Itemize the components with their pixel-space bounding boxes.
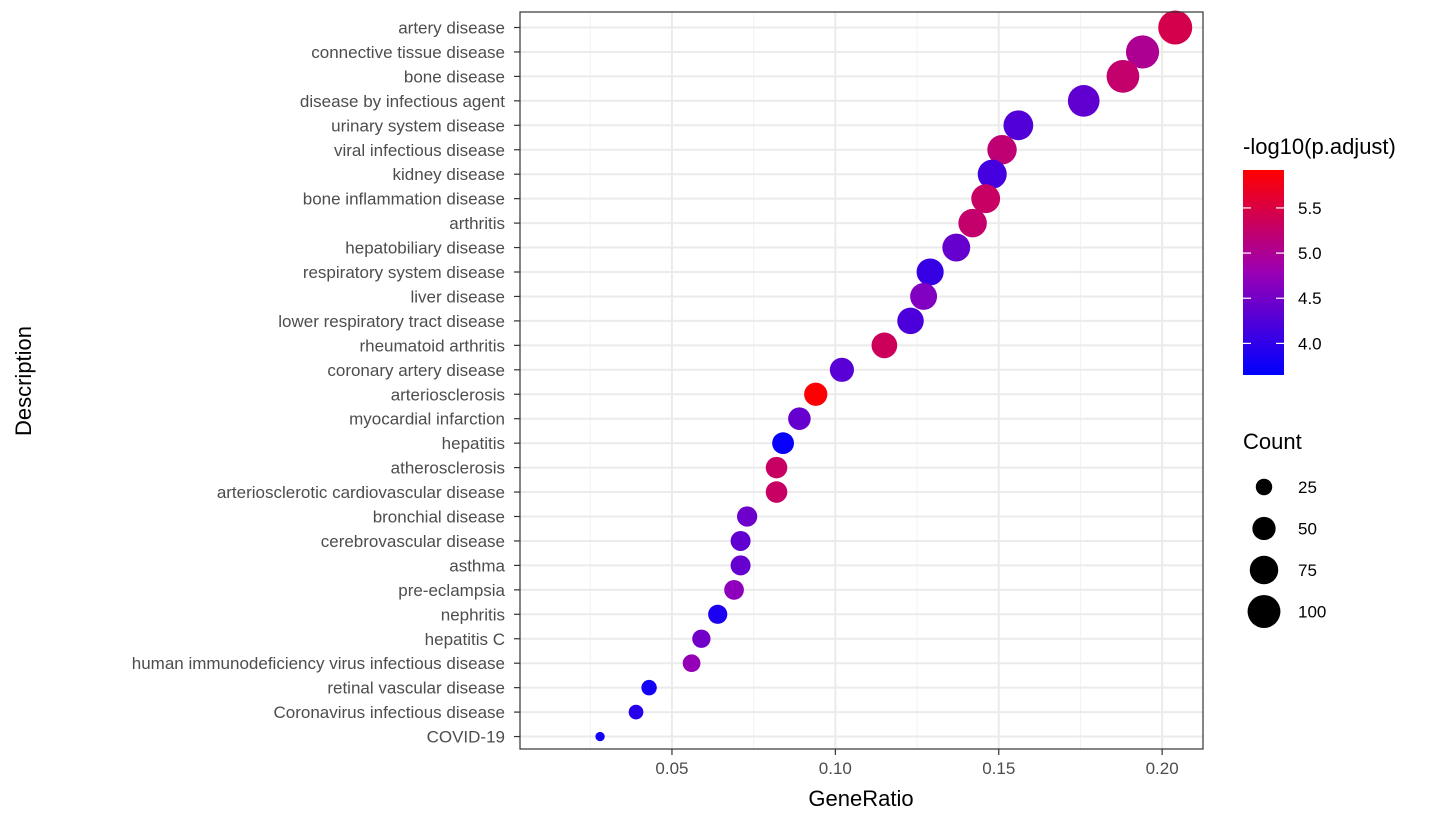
data-point [1067, 84, 1100, 117]
size-legend-label: 25 [1298, 478, 1317, 497]
y-tick-label: bone disease [404, 67, 505, 86]
y-tick-label: kidney disease [393, 165, 505, 184]
data-point [788, 407, 811, 430]
y-tick-label: rheumatoid arthritis [359, 336, 505, 355]
color-legend-title: -log10(p.adjust) [1243, 134, 1396, 159]
data-point [730, 530, 751, 551]
data-point [1125, 35, 1160, 69]
x-tick-label: 0.10 [819, 759, 852, 778]
x-tick-label: 0.20 [1146, 759, 1179, 778]
y-tick-label: myocardial infarction [349, 410, 505, 429]
y-tick-label: liver disease [411, 287, 506, 306]
y-axis: artery disease connective tissue disease b… [132, 19, 520, 747]
y-tick-label: cerebrovascular disease [321, 532, 505, 551]
y-tick-label: lower respiratory tract disease [278, 312, 505, 331]
y-tick-label: hepatitis [442, 434, 505, 453]
data-point [595, 731, 605, 742]
plot-panel [520, 12, 1203, 749]
size-legend-dot [1255, 478, 1273, 496]
x-axis: 0.05 0.10 0.15 0.20 [655, 749, 1179, 778]
data-point [897, 307, 924, 335]
color-legend: -log10(p.adjust) 4.0 4.5 5.0 5.5 [1243, 134, 1396, 375]
data-point [1003, 110, 1034, 141]
y-tick-label: viral infectious disease [334, 141, 505, 160]
plot-panel-border [519, 11, 1204, 750]
y-tick-label: nephritis [441, 605, 505, 624]
x-tick-label: 0.15 [982, 759, 1015, 778]
data-point [871, 332, 898, 359]
size-legend-label: 50 [1298, 520, 1317, 539]
data-point [772, 432, 794, 455]
colorbar [1243, 170, 1284, 375]
x-axis-title: GeneRatio [808, 786, 913, 811]
y-tick-label: human immunodeficiency virus infectious … [132, 654, 505, 673]
size-legend-dot [1252, 516, 1276, 541]
major-gridlines [520, 12, 1203, 749]
y-tick-label: COVID-19 [427, 728, 505, 747]
y-tick-label: arthritis [449, 214, 505, 233]
x-tick-label: 0.05 [655, 759, 688, 778]
y-tick-label: coronary artery disease [327, 361, 505, 380]
data-point [1158, 10, 1193, 45]
data-point [829, 357, 854, 382]
y-axis-title: Description [11, 326, 36, 436]
y-tick-label: hepatitis C [425, 630, 505, 649]
y-tick-label: arteriosclerotic cardiovascular disease [217, 483, 505, 502]
y-tick-label: disease by infectious agent [300, 92, 505, 111]
data-point [916, 258, 944, 286]
y-tick-label: connective tissue disease [311, 43, 505, 62]
y-tick-label: hepatobiliary disease [345, 239, 505, 258]
size-legend-dot [1247, 595, 1281, 628]
y-tick-label: Coronavirus infectious disease [273, 703, 505, 722]
y-tick-label: pre-eclampsia [398, 581, 505, 600]
colorbar-tick-label: 4.0 [1298, 334, 1322, 353]
data-point [1106, 60, 1140, 93]
data-point [628, 704, 644, 720]
y-tick-label: bronchial disease [373, 508, 505, 527]
size-legend-title: Count [1243, 429, 1302, 454]
y-tick-label: arteriosclerosis [391, 385, 505, 404]
data-point [765, 456, 788, 479]
data-point [910, 282, 938, 310]
data-point [724, 579, 744, 600]
y-tick-label: retinal vascular disease [327, 679, 505, 698]
size-legend-label: 75 [1298, 561, 1317, 580]
data-point [682, 654, 701, 673]
y-tick-label: asthma [449, 556, 505, 575]
size-legend-dot [1249, 555, 1279, 585]
y-tick-label: bone inflammation disease [303, 190, 505, 209]
data-point [641, 679, 657, 696]
data-point [692, 629, 711, 648]
y-tick-label: urinary system disease [331, 116, 505, 135]
data-point [971, 184, 1001, 214]
data-point [765, 481, 788, 503]
y-tick-label: atherosclerosis [391, 459, 505, 478]
data-point [730, 555, 751, 576]
data-point [708, 604, 728, 624]
size-legend: Count 25 50 75 100 [1243, 429, 1326, 628]
y-tick-label: respiratory system disease [303, 263, 505, 282]
colorbar-tick-label: 5.0 [1298, 244, 1322, 263]
data-point [977, 159, 1007, 189]
data-point [942, 233, 971, 262]
y-tick-label: artery disease [398, 19, 505, 38]
size-legend-label: 100 [1298, 603, 1326, 622]
data-point [736, 506, 758, 527]
data-point [804, 382, 828, 406]
data-point [958, 208, 987, 238]
colorbar-tick-label: 4.5 [1298, 289, 1322, 308]
minor-gridlines [589, 12, 1081, 749]
data-point [987, 135, 1017, 165]
colorbar-tick-label: 5.5 [1298, 199, 1322, 218]
data-points [595, 10, 1193, 742]
